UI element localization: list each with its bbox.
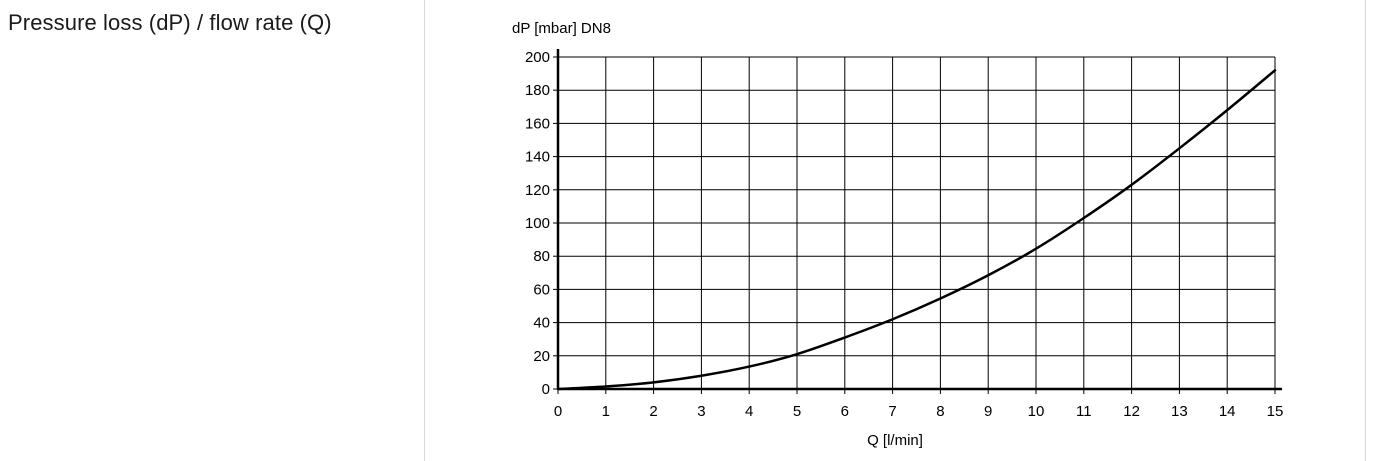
- tick-labels: 0 1 2 3 4 5 6 7 8 9 10 11 12 13 14 15020406080100120140…: [525, 49, 1283, 420]
- axes: [553, 49, 1282, 394]
- y-tick-label-40: 40: [533, 315, 550, 332]
- y-tick-label-200: 200: [525, 49, 550, 66]
- x-tick-label-6: 6: [841, 403, 849, 420]
- y-tick-label-160: 160: [525, 115, 550, 132]
- x-tick-label-9: 9: [984, 403, 992, 420]
- y-tick-label-60: 60: [533, 281, 550, 298]
- y-axis-title: dP [mbar] DN8: [512, 20, 611, 37]
- y-tick-label-100: 100: [525, 215, 550, 232]
- x-tick-label-1: 1: [602, 403, 610, 420]
- y-tick-label-120: 120: [525, 182, 550, 199]
- x-axis-title: Q [l/min]: [867, 432, 923, 449]
- x-tick-label-13: 13: [1171, 403, 1188, 420]
- x-tick-label-4: 4: [745, 403, 753, 420]
- x-tick-label-15: 15: [1267, 403, 1284, 420]
- column-divider-left: [424, 0, 425, 461]
- section-title: Pressure loss (dP) / flow rate (Q): [8, 10, 332, 35]
- y-tick-label-0: 0: [542, 381, 550, 398]
- y-tick-label-80: 80: [533, 248, 550, 265]
- x-tick-label-0: 0: [554, 403, 562, 420]
- series: [556, 69, 1277, 391]
- x-tick-label-2: 2: [649, 403, 657, 420]
- x-tick-label-10: 10: [1028, 403, 1045, 420]
- column-divider-right: [1365, 0, 1366, 461]
- series-line-0: [556, 69, 1277, 391]
- x-tick-label-8: 8: [936, 403, 944, 420]
- grid: [558, 56, 1276, 389]
- y-tick-label-20: 20: [533, 348, 550, 365]
- y-tick-label-180: 180: [525, 82, 550, 99]
- x-tick-label-5: 5: [793, 403, 801, 420]
- x-tick-label-12: 12: [1123, 403, 1140, 420]
- y-tick-label-140: 140: [525, 149, 550, 166]
- x-tick-label-7: 7: [888, 403, 896, 420]
- x-tick-label-14: 14: [1219, 403, 1236, 420]
- x-tick-label-11: 11: [1076, 403, 1092, 420]
- x-tick-label-3: 3: [697, 403, 705, 420]
